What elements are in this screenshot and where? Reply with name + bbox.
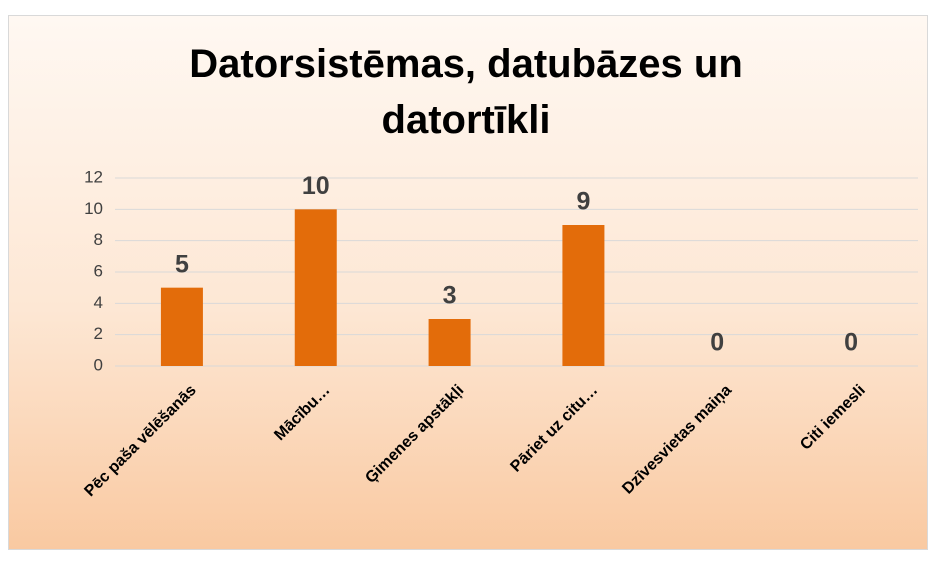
x-tick-label: Pāriet uz citu…: [507, 382, 601, 476]
data-label: 5: [175, 250, 189, 278]
x-tick-label: Pēc paša vēlēšanās: [81, 382, 199, 500]
bar: [428, 319, 471, 366]
data-label: 9: [576, 188, 590, 216]
bar: [294, 209, 337, 366]
y-tick-label: 10: [84, 199, 103, 218]
data-label: 0: [844, 329, 858, 357]
chart-title: Datorsistēmas, datubāzes un datortīkli: [189, 42, 743, 142]
y-tick-label: 2: [94, 324, 103, 343]
data-label: 10: [302, 172, 330, 200]
chart-frame: [8, 15, 928, 550]
x-tick-label: Mācību…: [271, 382, 333, 444]
x-tick-label: Citi iemesli: [797, 382, 869, 454]
bar: [562, 225, 605, 366]
y-tick-label: 12: [84, 167, 103, 186]
x-tick-label: Ģimenes apstākļi: [362, 382, 467, 487]
x-tick-label: Dzīvesvietas maiņa: [619, 382, 735, 498]
data-label: 3: [443, 282, 457, 310]
y-tick-label: 0: [94, 355, 103, 374]
bar: [160, 287, 203, 366]
y-tick-label: 6: [94, 261, 103, 280]
y-tick-label: 4: [94, 293, 103, 312]
y-tick-label: 8: [94, 230, 103, 249]
data-label: 0: [710, 329, 724, 357]
